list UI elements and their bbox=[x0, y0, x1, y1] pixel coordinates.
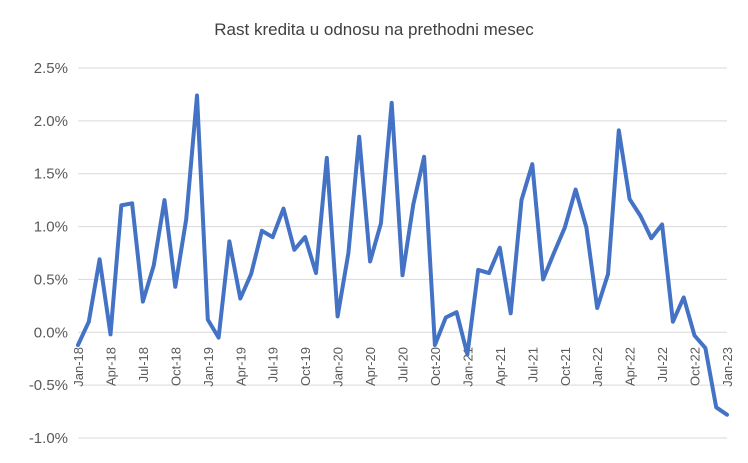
x-tick-label: Jul-20 bbox=[396, 347, 411, 382]
y-axis-ticks: 2.5% 2.0% 1.5% 1.0% 0.5% 0.0% -0.5% -1.0% bbox=[29, 60, 68, 447]
y-tick-label: 1.5% bbox=[34, 166, 68, 183]
x-tick-label: Jan-20 bbox=[331, 347, 346, 387]
y-tick-label: 2.0% bbox=[34, 113, 68, 130]
x-tick-label: Oct-18 bbox=[168, 347, 183, 386]
y-tick-label: 2.5% bbox=[34, 60, 68, 77]
series-layer bbox=[76, 93, 729, 417]
x-tick-label: Jul-21 bbox=[525, 347, 540, 382]
x-axis-ticks: Jan-18 Apr-18 Jul-18 Oct-18 Jan-19 Apr-19 Jul-… bbox=[71, 347, 735, 387]
y-tick-label: -1.0% bbox=[29, 430, 68, 447]
x-tick-label: Apr-18 bbox=[103, 347, 118, 386]
series-line bbox=[76, 93, 729, 417]
y-tick-label: 1.0% bbox=[34, 219, 68, 236]
x-tick-label: Oct-19 bbox=[298, 347, 313, 386]
x-tick-label: Jan-21 bbox=[460, 347, 475, 387]
x-tick-label: Jan-18 bbox=[71, 347, 86, 387]
x-tick-label: Jan-22 bbox=[590, 347, 605, 387]
x-tick-label: Jul-19 bbox=[266, 347, 281, 382]
x-tick-label: Jul-18 bbox=[136, 347, 151, 382]
y-tick-label: 0.5% bbox=[34, 271, 68, 288]
x-tick-label: Apr-22 bbox=[623, 347, 638, 386]
x-tick-label: Jul-22 bbox=[655, 347, 670, 382]
x-tick-label: Oct-22 bbox=[688, 347, 703, 386]
x-tick-label: Oct-20 bbox=[428, 347, 443, 386]
gridlines bbox=[78, 67, 727, 439]
chart-title: Rast kredita u odnosu na prethodni mesec bbox=[214, 20, 534, 39]
x-tick-label: Apr-20 bbox=[363, 347, 378, 386]
x-tick-label: Apr-19 bbox=[233, 347, 248, 386]
x-tick-label: Apr-21 bbox=[493, 347, 508, 386]
x-tick-label: Jan-23 bbox=[720, 347, 735, 387]
x-tick-label: Jan-19 bbox=[201, 347, 216, 387]
y-tick-label: -0.5% bbox=[29, 377, 68, 394]
x-tick-label: Oct-21 bbox=[558, 347, 573, 386]
y-tick-label: 0.0% bbox=[34, 324, 68, 341]
